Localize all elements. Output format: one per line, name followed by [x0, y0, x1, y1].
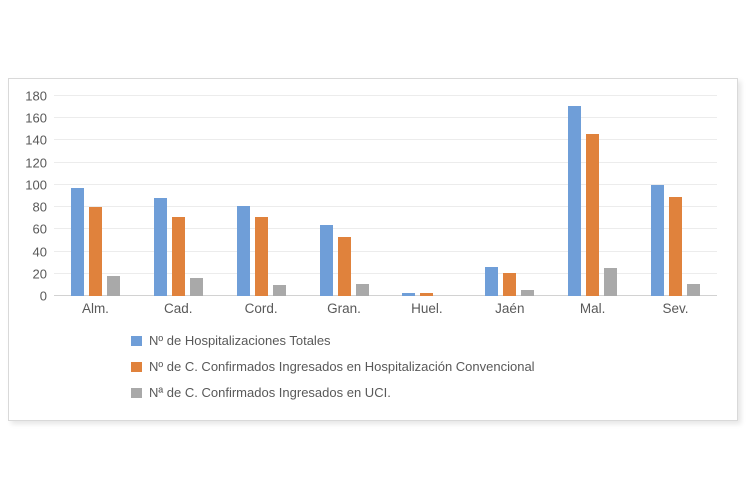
bar — [568, 106, 582, 296]
x-tick-label: Jaén — [495, 301, 525, 316]
bar — [319, 224, 333, 296]
bar — [604, 268, 618, 296]
bar-group-sev — [634, 96, 717, 296]
bar-group-huel — [386, 96, 469, 296]
gridline — [54, 250, 717, 252]
gridline — [54, 272, 717, 274]
chart-panel: 0 20 40 60 80 100 120 140 160 180 Alm. Cad. Cord. Gr… — [8, 78, 738, 421]
y-axis-labels: 0 20 40 60 80 100 120 140 160 180 — [9, 90, 47, 303]
gridline — [54, 117, 717, 119]
legend: Nº de Hospitalizaciones Totales Nº de C. … — [131, 333, 535, 400]
bar — [153, 198, 167, 296]
bar-group-jaén — [468, 96, 551, 296]
bar — [586, 133, 600, 296]
legend-swatch-icon — [131, 335, 142, 346]
bar — [337, 237, 351, 296]
bar — [70, 188, 84, 296]
bar — [402, 292, 416, 296]
legend-row: Nº de Hospitalizaciones Totales — [131, 333, 535, 348]
y-tick-label: 140 — [25, 132, 47, 148]
x-tick-label: Sev. — [662, 301, 689, 316]
bar — [503, 272, 517, 296]
legend-label: Nº de Hospitalizaciones Totales — [149, 333, 331, 348]
x-axis-line — [54, 295, 717, 296]
bar — [189, 278, 203, 296]
legend-label: Nª de C. Confirmados Ingresados en UCI. — [149, 385, 391, 400]
bar — [651, 184, 665, 296]
x-tick-label: Huel. — [411, 301, 443, 316]
bar-group-cord — [220, 96, 303, 296]
y-tick-label: 160 — [25, 110, 47, 126]
legend-row: Nº de C. Confirmados Ingresados en Hospi… — [131, 359, 535, 374]
legend-swatch-icon — [131, 361, 142, 372]
bar-group-alm — [54, 96, 137, 296]
bar — [272, 284, 286, 296]
bar — [254, 217, 268, 296]
bar — [485, 267, 499, 296]
gridline — [54, 228, 717, 230]
x-tick-label: Mal. — [579, 301, 606, 316]
gridline — [54, 183, 717, 185]
x-tick-label: Cord. — [244, 301, 278, 316]
bar — [106, 276, 120, 296]
bar — [355, 283, 369, 296]
legend-label: Nº de C. Confirmados Ingresados en Hospi… — [149, 359, 535, 374]
gridline — [54, 95, 717, 96]
bar-group-gran — [303, 96, 386, 296]
bar — [88, 207, 102, 296]
gridline — [54, 206, 717, 208]
bar-groups — [54, 96, 717, 296]
bar — [521, 290, 535, 296]
bar — [171, 217, 185, 296]
plot-area — [54, 95, 717, 296]
x-tick-label: Alm. — [81, 301, 109, 316]
y-tick-label: 80 — [32, 199, 47, 215]
y-tick-label: 0 — [39, 288, 47, 304]
legend-row: Nª de C. Confirmados Ingresados en UCI. — [131, 385, 535, 400]
legend-swatch-icon — [131, 387, 142, 398]
gridline — [54, 161, 717, 163]
y-tick-label: 60 — [32, 221, 47, 237]
y-tick-label: 120 — [25, 155, 47, 171]
bar — [687, 283, 701, 296]
x-tick-label: Cad. — [164, 301, 193, 316]
y-tick-label: 100 — [25, 177, 47, 193]
gridline — [54, 139, 717, 141]
bar — [236, 206, 250, 296]
y-tick-label: 180 — [25, 88, 47, 104]
y-tick-label: 40 — [32, 244, 47, 260]
bar-group-cad — [137, 96, 220, 296]
y-tick-label: 20 — [32, 266, 47, 282]
bar-group-mal — [551, 96, 634, 296]
bar — [420, 292, 434, 296]
x-tick-label: Gran. — [327, 301, 361, 316]
x-axis-labels: Alm. Cad. Cord. Gran. Huel. Jaén Mal. Sev. — [54, 301, 717, 316]
bar — [669, 197, 683, 296]
